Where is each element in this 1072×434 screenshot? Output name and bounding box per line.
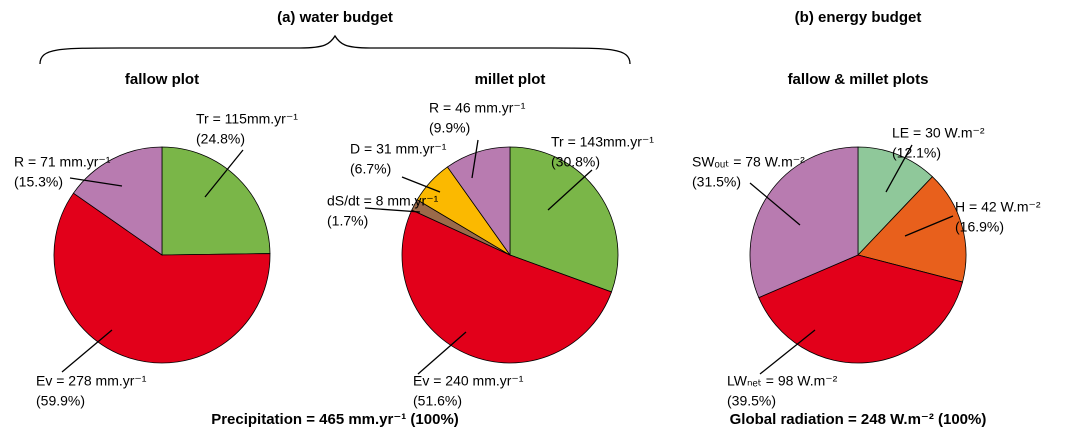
slice-label: R = 46 mm.yr⁻¹ bbox=[429, 100, 526, 116]
pie-slice bbox=[53, 192, 271, 364]
slice-label: Ev = 278 mm.yr⁻¹ bbox=[36, 373, 147, 389]
leader-line bbox=[417, 331, 467, 375]
slice-percent: (6.7%) bbox=[350, 161, 391, 177]
leader-line bbox=[471, 139, 479, 179]
brace bbox=[39, 34, 631, 65]
pie-slice bbox=[446, 146, 511, 257]
pie-slice bbox=[509, 146, 619, 293]
pie-slice bbox=[161, 146, 271, 256]
slice-percent: (59.9%) bbox=[36, 393, 85, 409]
leader-line bbox=[61, 329, 113, 373]
leader-line bbox=[547, 169, 593, 211]
slice-label: R = 71 mm.yr⁻¹ bbox=[14, 154, 111, 170]
pie-title: fallow plot bbox=[125, 71, 199, 88]
leader-line bbox=[759, 329, 816, 375]
pie-slice bbox=[857, 146, 933, 257]
slice-label: LWₙₑₜ = 98 W.m⁻² bbox=[727, 373, 838, 389]
pie-slice bbox=[72, 146, 163, 256]
pie-slice bbox=[857, 176, 967, 283]
leader-line bbox=[749, 182, 801, 226]
slice-label: SWₒᵤₜ = 78 W.m⁻² bbox=[692, 154, 805, 170]
pie-slice bbox=[758, 254, 964, 364]
slice-label: dS/dt = 8 mm.yr⁻¹ bbox=[327, 193, 439, 209]
leader-line bbox=[364, 207, 421, 213]
pie-title: fallow & millet plots bbox=[788, 71, 929, 88]
slice-percent: (16.9%) bbox=[955, 219, 1004, 235]
slice-percent: (30.8%) bbox=[551, 154, 600, 170]
slice-percent: (51.6%) bbox=[413, 393, 462, 409]
slice-percent: (9.9%) bbox=[429, 120, 470, 136]
panel-title: (a) water budget bbox=[277, 9, 393, 26]
panel-title: (b) energy budget bbox=[795, 9, 922, 26]
slice-label: LE = 30 W.m⁻² bbox=[892, 125, 985, 141]
leader-line bbox=[904, 215, 954, 237]
slice-percent: (39.5%) bbox=[727, 393, 776, 409]
pie-slice bbox=[749, 146, 859, 299]
slice-percent: (15.3%) bbox=[14, 174, 63, 190]
slice-label: Ev = 240 mm.yr⁻¹ bbox=[413, 373, 524, 389]
slice-label: D = 31 mm.yr⁻¹ bbox=[350, 141, 447, 157]
leader-line bbox=[204, 149, 244, 198]
pie-title: millet plot bbox=[475, 71, 546, 88]
panel-footer: Global radiation = 248 W.m⁻² (100%) bbox=[730, 411, 987, 428]
slice-label: Tr = 115mm.yr⁻¹ bbox=[196, 111, 298, 127]
leader-line bbox=[885, 144, 913, 193]
slice-percent: (24.8%) bbox=[196, 131, 245, 147]
slice-label: H = 42 W.m⁻² bbox=[955, 199, 1041, 215]
panel-footer: Precipitation = 465 mm.yr⁻¹ (100%) bbox=[211, 411, 459, 428]
leader-line bbox=[69, 177, 123, 187]
leader-line bbox=[401, 176, 441, 193]
slice-label: Tr = 143mm.yr⁻¹ bbox=[551, 134, 654, 150]
slice-percent: (1.7%) bbox=[327, 213, 368, 229]
slice-percent: (12.1%) bbox=[892, 145, 941, 161]
pie-slice bbox=[401, 209, 613, 364]
slice-percent: (31.5%) bbox=[692, 174, 741, 190]
